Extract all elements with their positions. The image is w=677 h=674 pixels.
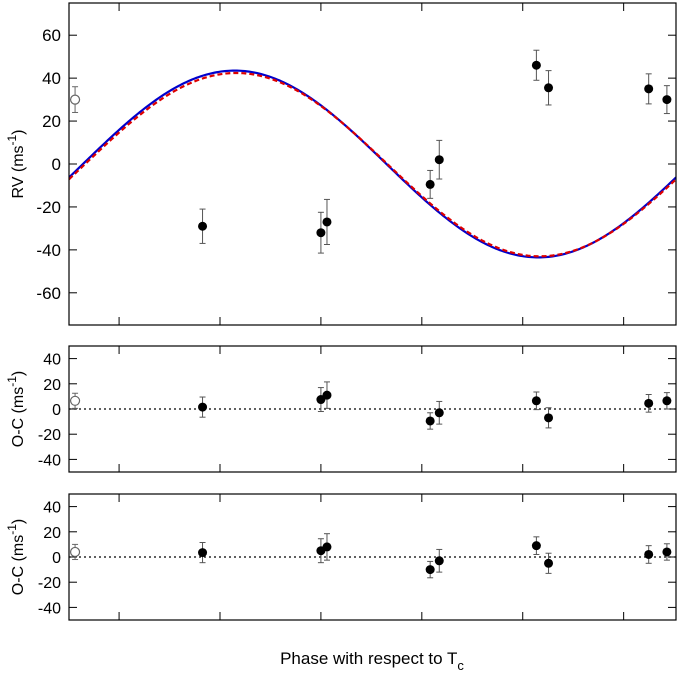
data-point: [434, 155, 444, 165]
data-point: [434, 556, 444, 566]
residuals-panel-2: -40 -20 0 20 40 O-C (ms-1): [5, 493, 677, 621]
data-point: [425, 416, 435, 426]
data-point: [662, 547, 672, 557]
plot-frame: [68, 345, 677, 473]
data-point: [662, 396, 672, 406]
data-point: [198, 548, 208, 558]
data-point: [531, 60, 541, 70]
plot-frame: [68, 2, 677, 326]
y-axis-label: O-C (ms-1): [5, 371, 27, 447]
x-axis-label-main: Phase with respect to T: [280, 649, 457, 668]
data-point: [544, 558, 554, 568]
y-tick-label: -20: [38, 575, 61, 592]
y-tick-label: -20: [38, 427, 61, 444]
data-point: [425, 179, 435, 189]
data-point: [322, 390, 332, 400]
plot-frame: [68, 493, 677, 621]
data-point: [644, 549, 654, 559]
model-curve-solid: [69, 69, 676, 259]
data-point: [434, 408, 444, 418]
y-axis-label: O-C (ms-1): [5, 519, 27, 595]
x-axis-label-sub: c: [457, 658, 464, 673]
data-point: [531, 396, 541, 406]
x-axis-label: Phase with respect to Tc: [280, 649, 464, 673]
data-point: [316, 228, 326, 238]
data-point: [644, 398, 654, 408]
model-curve-dashed: [69, 71, 676, 258]
residuals-panel-1: -40 -20 0 20 40 O-C (ms-1): [5, 345, 677, 473]
y-tick-label: -40: [38, 600, 61, 617]
open-data-point: [69, 94, 81, 105]
data-point: [644, 84, 654, 94]
data-point: [544, 413, 554, 423]
data-point: [425, 565, 435, 575]
y-tick-label: 40: [42, 69, 61, 88]
data-point: [662, 95, 672, 105]
y-tick-label: 0: [52, 402, 61, 419]
y-tick-label: -20: [36, 198, 61, 217]
data-point: [198, 221, 208, 231]
y-tick-label: -40: [36, 241, 61, 260]
rv-panel: -60 -40 -20 0 20 40 60 RV (ms-1): [5, 2, 677, 326]
open-data-point: [69, 395, 81, 406]
y-tick-label: 60: [42, 26, 61, 45]
y-tick-label: 0: [52, 550, 61, 567]
y-tick-label: -60: [36, 284, 61, 303]
y-axis-label: RV (ms-1): [5, 129, 27, 198]
y-tick-label: 20: [43, 525, 61, 542]
y-tick-label: 40: [43, 500, 61, 517]
y-tick-label: -40: [38, 452, 61, 469]
y-tick-label: 0: [52, 155, 61, 174]
data-point: [544, 83, 554, 93]
y-tick-label: 20: [42, 112, 61, 131]
y-tick-label: 40: [43, 352, 61, 369]
data-point: [198, 402, 208, 412]
data-point: [322, 217, 332, 227]
data-point: [322, 542, 332, 552]
data-point: [531, 541, 541, 551]
open-data-point: [69, 546, 81, 558]
y-tick-label: 20: [43, 377, 61, 394]
